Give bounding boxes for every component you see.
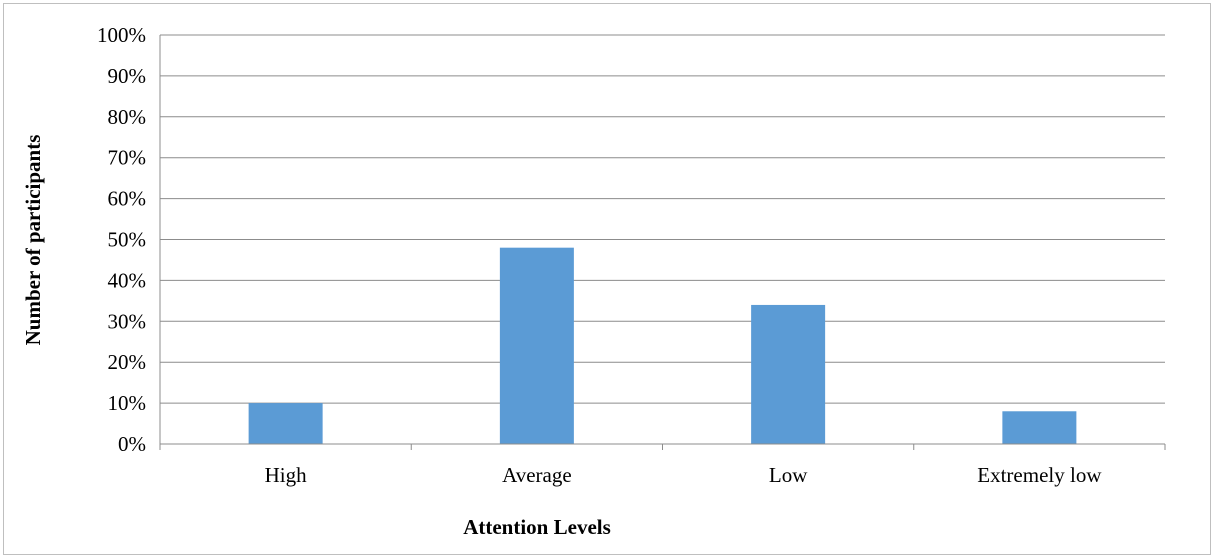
x-axis <box>159 35 1166 450</box>
x-tick-label: Low <box>769 463 808 487</box>
x-tick-labels: High Average Low Extremely low <box>265 463 1103 487</box>
chart-frame <box>3 3 1211 555</box>
bars <box>248 247 1077 444</box>
y-tick-label: 70% <box>108 146 147 170</box>
bar <box>751 304 826 444</box>
y-tick-label: 20% <box>108 350 147 374</box>
bar <box>499 247 574 444</box>
y-tick-label: 80% <box>108 105 147 129</box>
y-tick-label: 90% <box>108 64 147 88</box>
x-tick-label: High <box>265 463 308 487</box>
y-tick-label: 60% <box>108 187 147 211</box>
y-axis-title: Number of participants <box>21 135 45 346</box>
y-tick-label: 0% <box>118 432 146 456</box>
x-tick-label: Extremely low <box>977 463 1102 487</box>
y-tick-label: 40% <box>108 268 147 292</box>
y-tick-labels: 0% 10% 20% 30% 40% 50% 60% 70% 80% 90% 100% <box>97 23 146 456</box>
y-tick-label: 10% <box>108 391 147 415</box>
x-axis-title: Attention Levels <box>463 515 611 539</box>
y-tick-label: 100% <box>97 23 146 47</box>
y-tick-label: 50% <box>108 228 147 252</box>
bar <box>1002 411 1077 444</box>
y-tick-label: 30% <box>108 309 147 333</box>
gridlines <box>160 34 1165 404</box>
x-tick-label: Average <box>502 463 572 487</box>
bar <box>248 403 323 444</box>
